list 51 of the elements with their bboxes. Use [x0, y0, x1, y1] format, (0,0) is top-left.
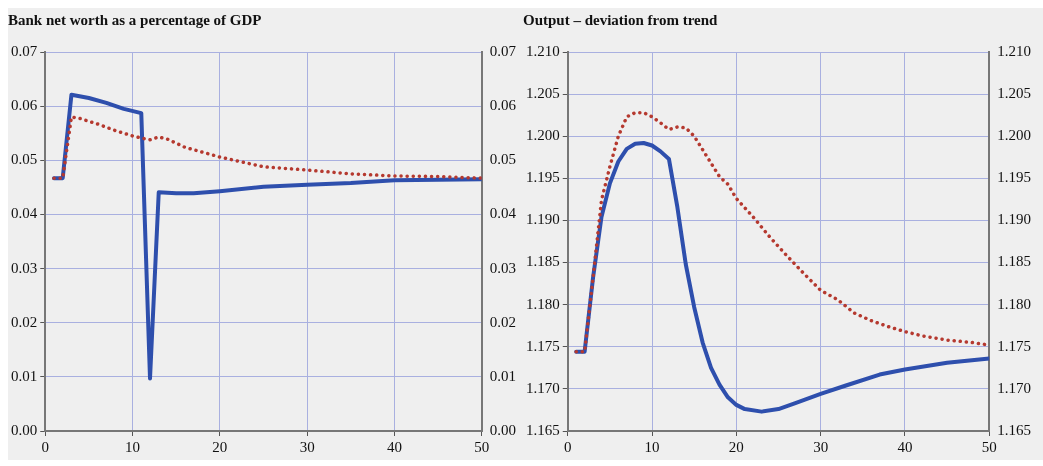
y2-tick-label: 0.03	[489, 259, 516, 276]
y2-tick-label: 0.02	[489, 313, 516, 330]
y2-tick-label: 0.07	[489, 42, 517, 59]
y2-tick-label: 0.05	[489, 151, 516, 168]
x-tick-label: 50	[981, 438, 997, 455]
x-tick-label: 40	[386, 438, 402, 455]
y2-tick-label: 1.185	[997, 253, 1031, 270]
y-tick-label: 0.05	[11, 151, 38, 168]
y2-tick-label: 1.195	[997, 169, 1031, 186]
x-tick-label: 20	[212, 438, 228, 455]
x-tick-label: 0	[564, 438, 572, 455]
y-tick-label: 0.00	[11, 421, 38, 438]
x-tick-label: 40	[897, 438, 913, 455]
x-tick-label: 0	[41, 438, 49, 455]
y-tick-label: 1.205	[526, 85, 560, 102]
y-tick-label: 0.07	[11, 42, 38, 59]
y2-tick-label: 1.210	[997, 42, 1031, 59]
y2-tick-label: 1.205	[997, 85, 1031, 102]
y-tick-label: 0.01	[11, 367, 38, 384]
chart-title: Bank net worth as a percentage of GDP	[8, 11, 262, 28]
x-tick-label: 30	[813, 438, 829, 455]
x-tick-label: 10	[125, 438, 141, 455]
x-tick-label: 50	[474, 438, 490, 455]
x-tick-label: 10	[644, 438, 660, 455]
y2-tick-label: 1.175	[997, 337, 1031, 354]
y2-tick-label: 1.170	[997, 379, 1031, 396]
y2-tick-label: 1.180	[997, 295, 1031, 312]
y2-tick-label: 1.190	[997, 211, 1031, 228]
y-tick-label: 0.03	[11, 259, 38, 276]
y-tick-label: 1.175	[526, 337, 560, 354]
y2-tick-label: 0.00	[489, 421, 516, 438]
y2-tick-label: 0.04	[489, 205, 517, 222]
y-tick-label: 1.185	[526, 253, 560, 270]
line-series	[52, 115, 482, 180]
x-tick-label: 20	[728, 438, 744, 455]
y-tick-label: 1.195	[526, 169, 560, 186]
y-tick-label: 0.06	[11, 97, 38, 114]
chart-title: Output – deviation from trend	[523, 11, 719, 28]
y-tick-label: 0.02	[11, 313, 38, 330]
y-tick-label: 0.04	[11, 205, 38, 222]
y-tick-label: 1.200	[526, 127, 560, 144]
y-tick-label: 1.190	[526, 211, 560, 228]
y2-tick-label: 0.01	[489, 367, 516, 384]
x-tick-label: 30	[299, 438, 315, 455]
y-tick-label: 1.210	[526, 42, 560, 59]
y-tick-label: 1.180	[526, 295, 560, 312]
y-tick-label: 1.165	[526, 421, 560, 438]
y-tick-label: 1.170	[526, 379, 560, 396]
y2-tick-label: 0.06	[489, 97, 517, 114]
y2-tick-label: 1.200	[997, 127, 1031, 144]
y2-tick-label: 1.165	[997, 421, 1031, 438]
